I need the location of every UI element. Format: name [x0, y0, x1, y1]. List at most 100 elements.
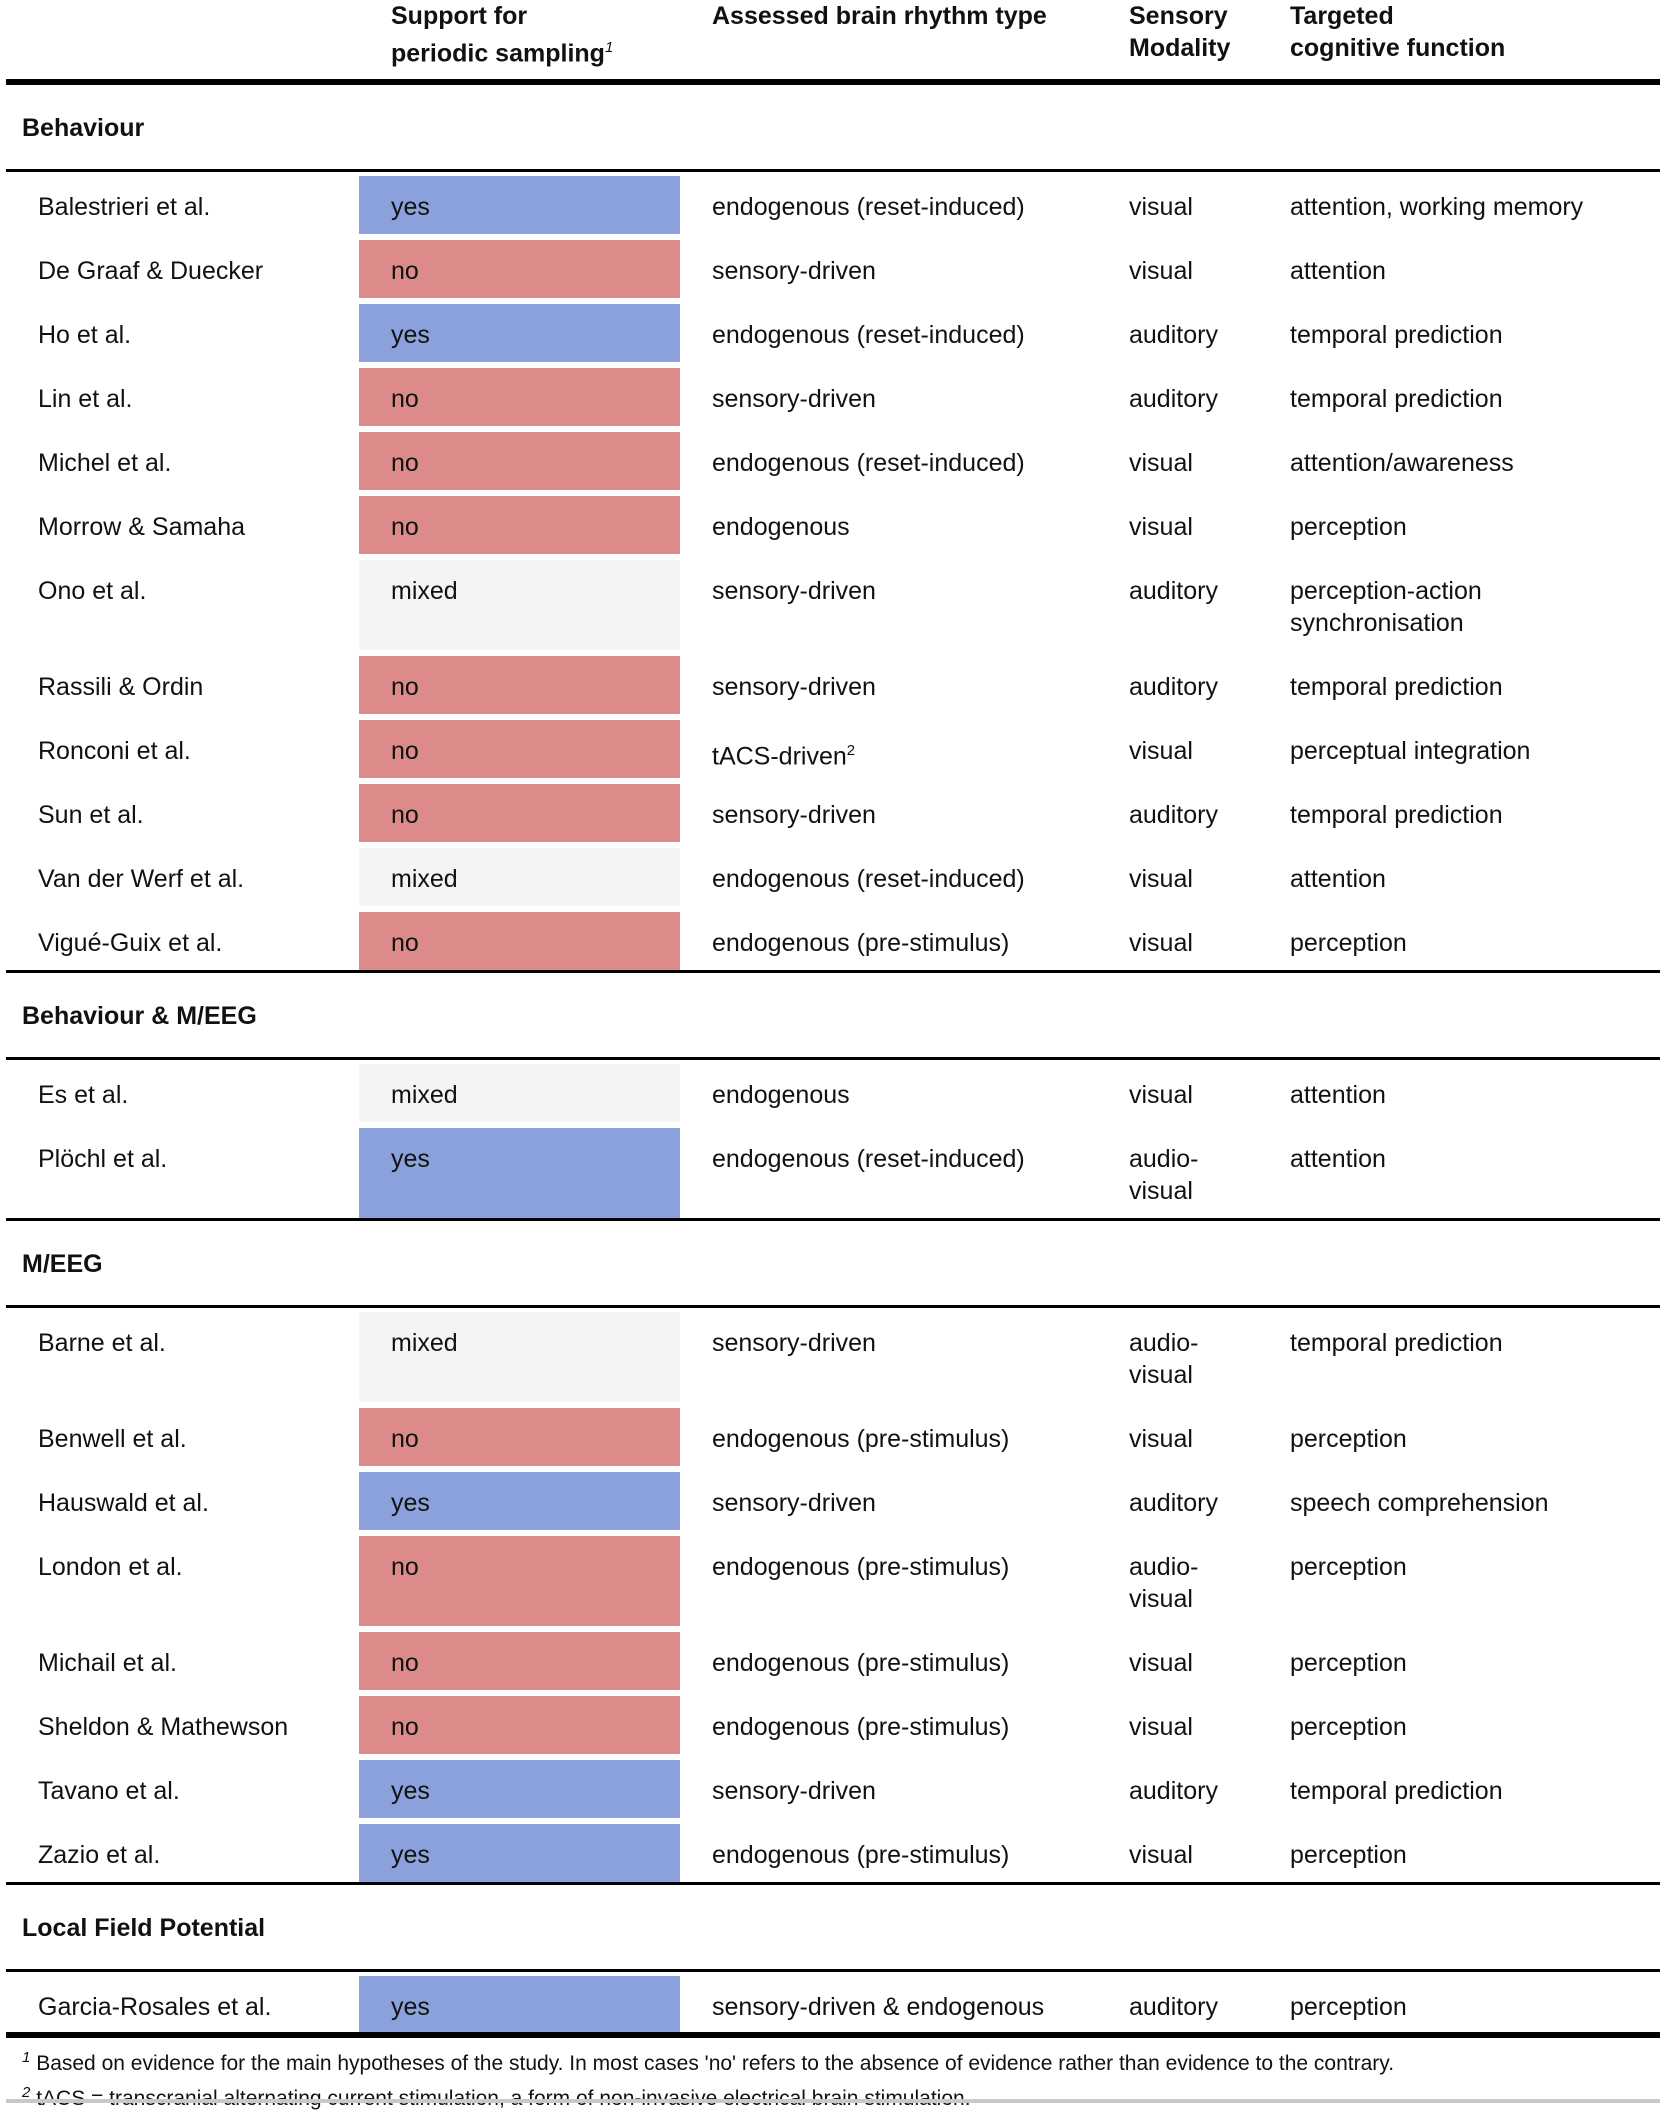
rhythm-type: sensory-driven [712, 673, 876, 701]
cognitive-function-line2: synchronisation [1290, 609, 1464, 637]
sensory-modality-line2: visual [1129, 1585, 1193, 1613]
rhythm-type: endogenous (reset-induced) [712, 321, 1025, 349]
rhythm-type: endogenous (reset-induced) [712, 193, 1025, 221]
study-name: Barne et al. [38, 1329, 166, 1357]
header-function-line2: cognitive function [1290, 34, 1506, 62]
sensory-modality: audio- [1129, 1553, 1199, 1581]
cognitive-function: perception [1290, 513, 1407, 541]
support-value: no [391, 1713, 419, 1741]
support-cell-mixed: mixed [359, 1312, 680, 1402]
study-name: Balestrieri et al. [38, 193, 211, 221]
section-rule [6, 1057, 1660, 1060]
rhythm-type: endogenous [712, 513, 850, 541]
support-cell-no: no [359, 432, 680, 490]
support-value: no [391, 801, 419, 829]
cognitive-function: perception [1290, 929, 1407, 957]
sensory-modality: visual [1129, 865, 1193, 893]
cognitive-function: temporal prediction [1290, 801, 1503, 829]
study-name: Lin et al. [38, 385, 133, 413]
header-function-line1: Targeted [1290, 2, 1394, 30]
support-value: yes [391, 1489, 430, 1517]
header-modality-line1: Sensory [1129, 2, 1228, 30]
cognitive-function: temporal prediction [1290, 673, 1503, 701]
cognitive-function: temporal prediction [1290, 1777, 1503, 1805]
footnote-marker: 1 [604, 39, 614, 56]
header-support: Support for periodic sampling1 [391, 0, 613, 69]
study-name: Morrow & Samaha [38, 513, 246, 541]
rhythm-type: endogenous (reset-induced) [712, 449, 1025, 477]
study-name: Ho et al. [38, 321, 132, 349]
study-name: Rassili & Ordin [38, 673, 204, 701]
study-name: Sun et al. [38, 801, 144, 829]
support-cell-mixed: mixed [359, 848, 680, 906]
sensory-modality: visual [1129, 737, 1193, 765]
rhythm-type: endogenous (pre-stimulus) [712, 929, 1010, 957]
support-value: mixed [391, 1329, 458, 1357]
support-value: no [391, 673, 419, 701]
sensory-modality-line2: visual [1129, 1177, 1193, 1205]
support-cell-no: no [359, 784, 680, 842]
support-value: mixed [391, 577, 458, 605]
support-value: no [391, 1553, 419, 1581]
support-value: mixed [391, 865, 458, 893]
section-end-rule [6, 970, 1660, 973]
cognitive-function: perception [1290, 1553, 1407, 1581]
support-cell-yes: yes [359, 1824, 680, 1882]
cognitive-function: attention [1290, 1145, 1386, 1173]
support-value: no [391, 1425, 419, 1453]
support-cell-yes: yes [359, 1760, 680, 1818]
cognitive-function: attention, working memory [1290, 193, 1584, 221]
support-cell-yes: yes [359, 176, 680, 234]
cognitive-function: speech comprehension [1290, 1489, 1549, 1517]
sensory-modality-line2: visual [1129, 1361, 1193, 1389]
study-name: Es et al. [38, 1081, 129, 1109]
rhythm-type: sensory-driven [712, 577, 876, 605]
support-value: no [391, 449, 419, 477]
header-support-line1: Support for [391, 2, 528, 30]
section-title: Local Field Potential [22, 1914, 266, 1942]
support-cell-no: no [359, 1408, 680, 1466]
cognitive-function: perception-action [1290, 577, 1482, 605]
support-cell-no: no [359, 1632, 680, 1690]
support-value: yes [391, 193, 430, 221]
section-end-rule [6, 1882, 1660, 1885]
section-title: Behaviour & M/EEG [22, 1002, 257, 1030]
footnote-marker: 2 [846, 742, 856, 759]
study-name: London et al. [38, 1553, 183, 1581]
cognitive-function: temporal prediction [1290, 321, 1503, 349]
study-name: Hauswald et al. [38, 1489, 209, 1517]
support-cell-no: no [359, 496, 680, 554]
study-name: Sheldon & Mathewson [38, 1713, 289, 1741]
support-cell-no: no [359, 368, 680, 426]
study-name: Garcia-Rosales et al. [38, 1993, 272, 2021]
support-value: yes [391, 321, 430, 349]
sensory-modality: auditory [1129, 577, 1218, 605]
footnote-mark: 2 [22, 2084, 31, 2101]
study-name: Plöchl et al. [38, 1145, 168, 1173]
rhythm-type: endogenous [712, 1081, 850, 1109]
support-cell-yes: yes [359, 1472, 680, 1530]
rhythm-type: sensory-driven & endogenous [712, 1993, 1045, 2021]
rhythm-type: endogenous (pre-stimulus) [712, 1841, 1010, 1869]
support-cell-mixed: mixed [359, 560, 680, 650]
support-cell-no: no [359, 1696, 680, 1754]
sensory-modality: auditory [1129, 1489, 1218, 1517]
cognitive-function: perception [1290, 1425, 1407, 1453]
cognitive-function: perception [1290, 1993, 1407, 2021]
cognitive-function: attention [1290, 257, 1386, 285]
support-cell-yes: yes [359, 1128, 680, 1218]
cognitive-function: perceptual integration [1290, 737, 1531, 765]
support-cell-yes: yes [359, 1976, 680, 2034]
rhythm-type: sensory-driven [712, 257, 876, 285]
header-rhythm-text: Assessed brain rhythm type [712, 2, 1047, 30]
header-rule [6, 79, 1660, 85]
sensory-modality: visual [1129, 1713, 1193, 1741]
cognitive-function: temporal prediction [1290, 385, 1503, 413]
footnote-mark: 1 [22, 2049, 31, 2066]
rhythm-type: sensory-driven [712, 801, 876, 829]
study-name: Ono et al. [38, 577, 147, 605]
study-name: Tavano et al. [38, 1777, 180, 1805]
sensory-modality: auditory [1129, 1993, 1218, 2021]
table-bottom-rule [6, 2032, 1660, 2038]
sensory-modality: auditory [1129, 385, 1218, 413]
